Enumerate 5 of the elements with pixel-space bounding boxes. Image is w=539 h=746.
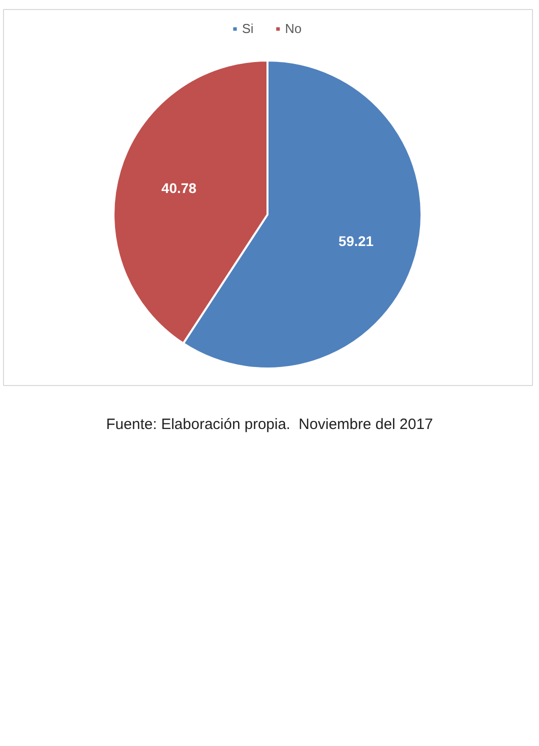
legend-label: Si (242, 21, 255, 36)
source-note: Fuente: Elaboración propia. Noviembre del 2017 (106, 415, 433, 435)
legend-label: No (285, 21, 303, 36)
data-label: 59.21 (338, 232, 374, 249)
data-label: 40.78 (161, 180, 197, 196)
